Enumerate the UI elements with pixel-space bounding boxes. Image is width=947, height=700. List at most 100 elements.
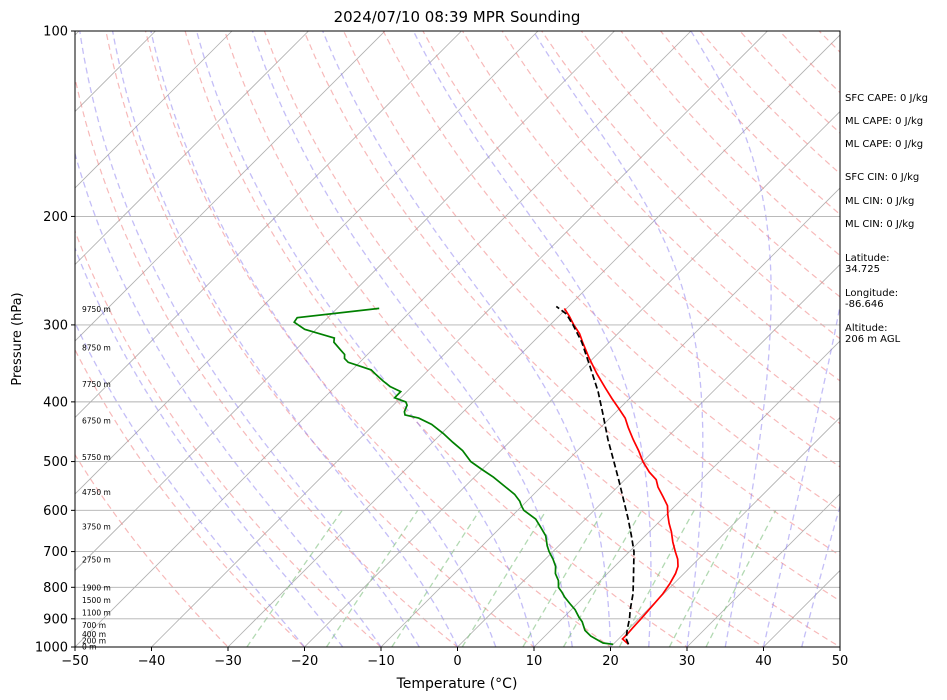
parcel-profile-line [555, 305, 635, 645]
latitude-value: 34.725 [845, 264, 880, 275]
moist-adiabat-line [322, 31, 612, 647]
x-tick-label: 40 [755, 654, 772, 669]
y-tick-label: 100 [43, 25, 68, 40]
ml-cape-secondary: ML CAPE: 0 J/kg [845, 139, 924, 150]
height-label: 8750 m [82, 343, 111, 352]
x-tick-label: −50 [61, 654, 88, 669]
isotherm-line [380, 187, 840, 647]
dry-adiabat-line [263, 31, 840, 647]
x-tick-label: 10 [526, 654, 543, 669]
altitude-value: 206 m AGL [845, 334, 901, 345]
altitude-label: Altitude: [845, 323, 888, 334]
profile-lines [293, 305, 679, 646]
background-lines [75, 31, 840, 647]
height-label: 7750 m [82, 380, 111, 389]
height-label: 1500 m [82, 596, 111, 605]
sfc-cape: SFC CAPE: 0 J/kg [845, 93, 928, 104]
dry-adiabat-line [184, 31, 689, 647]
dry-adiabat-line [224, 31, 765, 647]
dewpoint-profile-line [293, 307, 614, 646]
height-label: 6750 m [82, 417, 111, 426]
height-label: 1900 m [82, 583, 111, 592]
x-axis: −50 −40 −30 −20 −10 0 10 20 30 40 50 [61, 647, 848, 669]
y-tick-label: 1000 [35, 641, 68, 656]
x-tick-label: 30 [679, 654, 696, 669]
height-label: 9750 m [82, 305, 111, 314]
x-tick-label: −30 [214, 654, 241, 669]
mixing-ratio-line [522, 509, 605, 647]
dry-adiabat-line [342, 31, 840, 557]
isotherm-line [533, 340, 840, 647]
height-label: 5750 m [82, 453, 111, 462]
isotherm-line [150, 31, 769, 647]
chart-title: 2024/07/10 08:39 MPR Sounding [334, 8, 581, 26]
ml-cape: ML CAPE: 0 J/kg [845, 116, 924, 127]
dry-adiabat-line [382, 31, 840, 512]
ml-cin-secondary: ML CIN: 0 J/kg [845, 219, 915, 230]
dry-adiabat-line [75, 75, 459, 647]
ml-cin: ML CIN: 0 J/kg [845, 196, 915, 207]
longitude-value: -86.646 [845, 299, 884, 310]
isotherm-line [75, 31, 463, 419]
temperature-profile-line [563, 307, 679, 645]
moist-adiabat-line [690, 31, 772, 647]
dry-adiabat-line [303, 31, 840, 602]
moist-adiabat-line [150, 31, 497, 647]
sfc-cin: SFC CIN: 0 J/kg [845, 172, 920, 183]
x-axis-label: Temperature (°C) [396, 676, 518, 692]
moist-adiabat-line [762, 302, 840, 647]
mixing-ratio-line [246, 509, 343, 647]
moist-adiabat-line [195, 31, 535, 647]
y-tick-label: 600 [43, 504, 68, 519]
mixing-ratio-line [705, 509, 777, 647]
dry-adiabat-line [540, 31, 840, 340]
mixing-ratio-line [618, 509, 695, 647]
height-label: 1100 m [82, 608, 111, 617]
moist-adiabat-line [801, 503, 840, 647]
moist-adiabat-line [79, 31, 420, 647]
dry-adiabat-line [144, 31, 612, 647]
longitude-label: Longitude: [845, 288, 899, 299]
mixing-ratio-line [668, 509, 742, 647]
plot-frame [74, 30, 841, 648]
dry-adiabat-line [75, 348, 306, 647]
height-label: 4750 m [82, 488, 111, 497]
isotherm-line [75, 31, 692, 647]
x-tick-label: −40 [138, 654, 165, 669]
y-tick-label: 800 [43, 581, 68, 596]
dry-adiabat-line [422, 31, 840, 468]
isotherm-line [75, 31, 386, 342]
moist-adiabat-line [111, 31, 459, 647]
isotherm-line [75, 31, 233, 189]
sounding-parameters: SFC CAPE: 0 J/kg ML CAPE: 0 J/kg ML CAPE… [845, 0, 947, 700]
x-tick-label: 20 [602, 654, 619, 669]
y-tick-label: 400 [43, 395, 68, 410]
height-label: 700 m [82, 621, 106, 630]
x-tick-label: −20 [291, 654, 318, 669]
isotherm-line [686, 493, 840, 647]
x-tick-label: 50 [832, 654, 849, 669]
height-label: 200 m [82, 637, 106, 646]
x-tick-label: −10 [367, 654, 394, 669]
dry-adiabat-line [75, 453, 229, 647]
isotherm-line [303, 110, 840, 647]
mixing-ratio-line [562, 509, 643, 647]
pressure-gridlines [75, 30, 840, 648]
mixing-ratio-line [461, 509, 547, 647]
y-axis: 1000 900 800 700 600 500 400 300 200 100 [35, 25, 75, 656]
height-label: 3750 m [82, 522, 111, 531]
isotherm-line [75, 31, 310, 266]
moist-adiabat-line [412, 31, 652, 647]
moist-adiabat-line [251, 31, 573, 647]
moist-adiabat-line [75, 246, 344, 647]
isotherm-line [456, 263, 840, 647]
height-label: 400 m [82, 630, 106, 639]
y-tick-label: 300 [43, 318, 68, 333]
y-axis-label: Pressure (hPa) [10, 292, 25, 385]
dry-adiabat-line [105, 31, 535, 647]
isotherm-line [227, 34, 840, 647]
y-tick-label: 500 [43, 455, 68, 470]
isotherm-line [609, 416, 840, 647]
